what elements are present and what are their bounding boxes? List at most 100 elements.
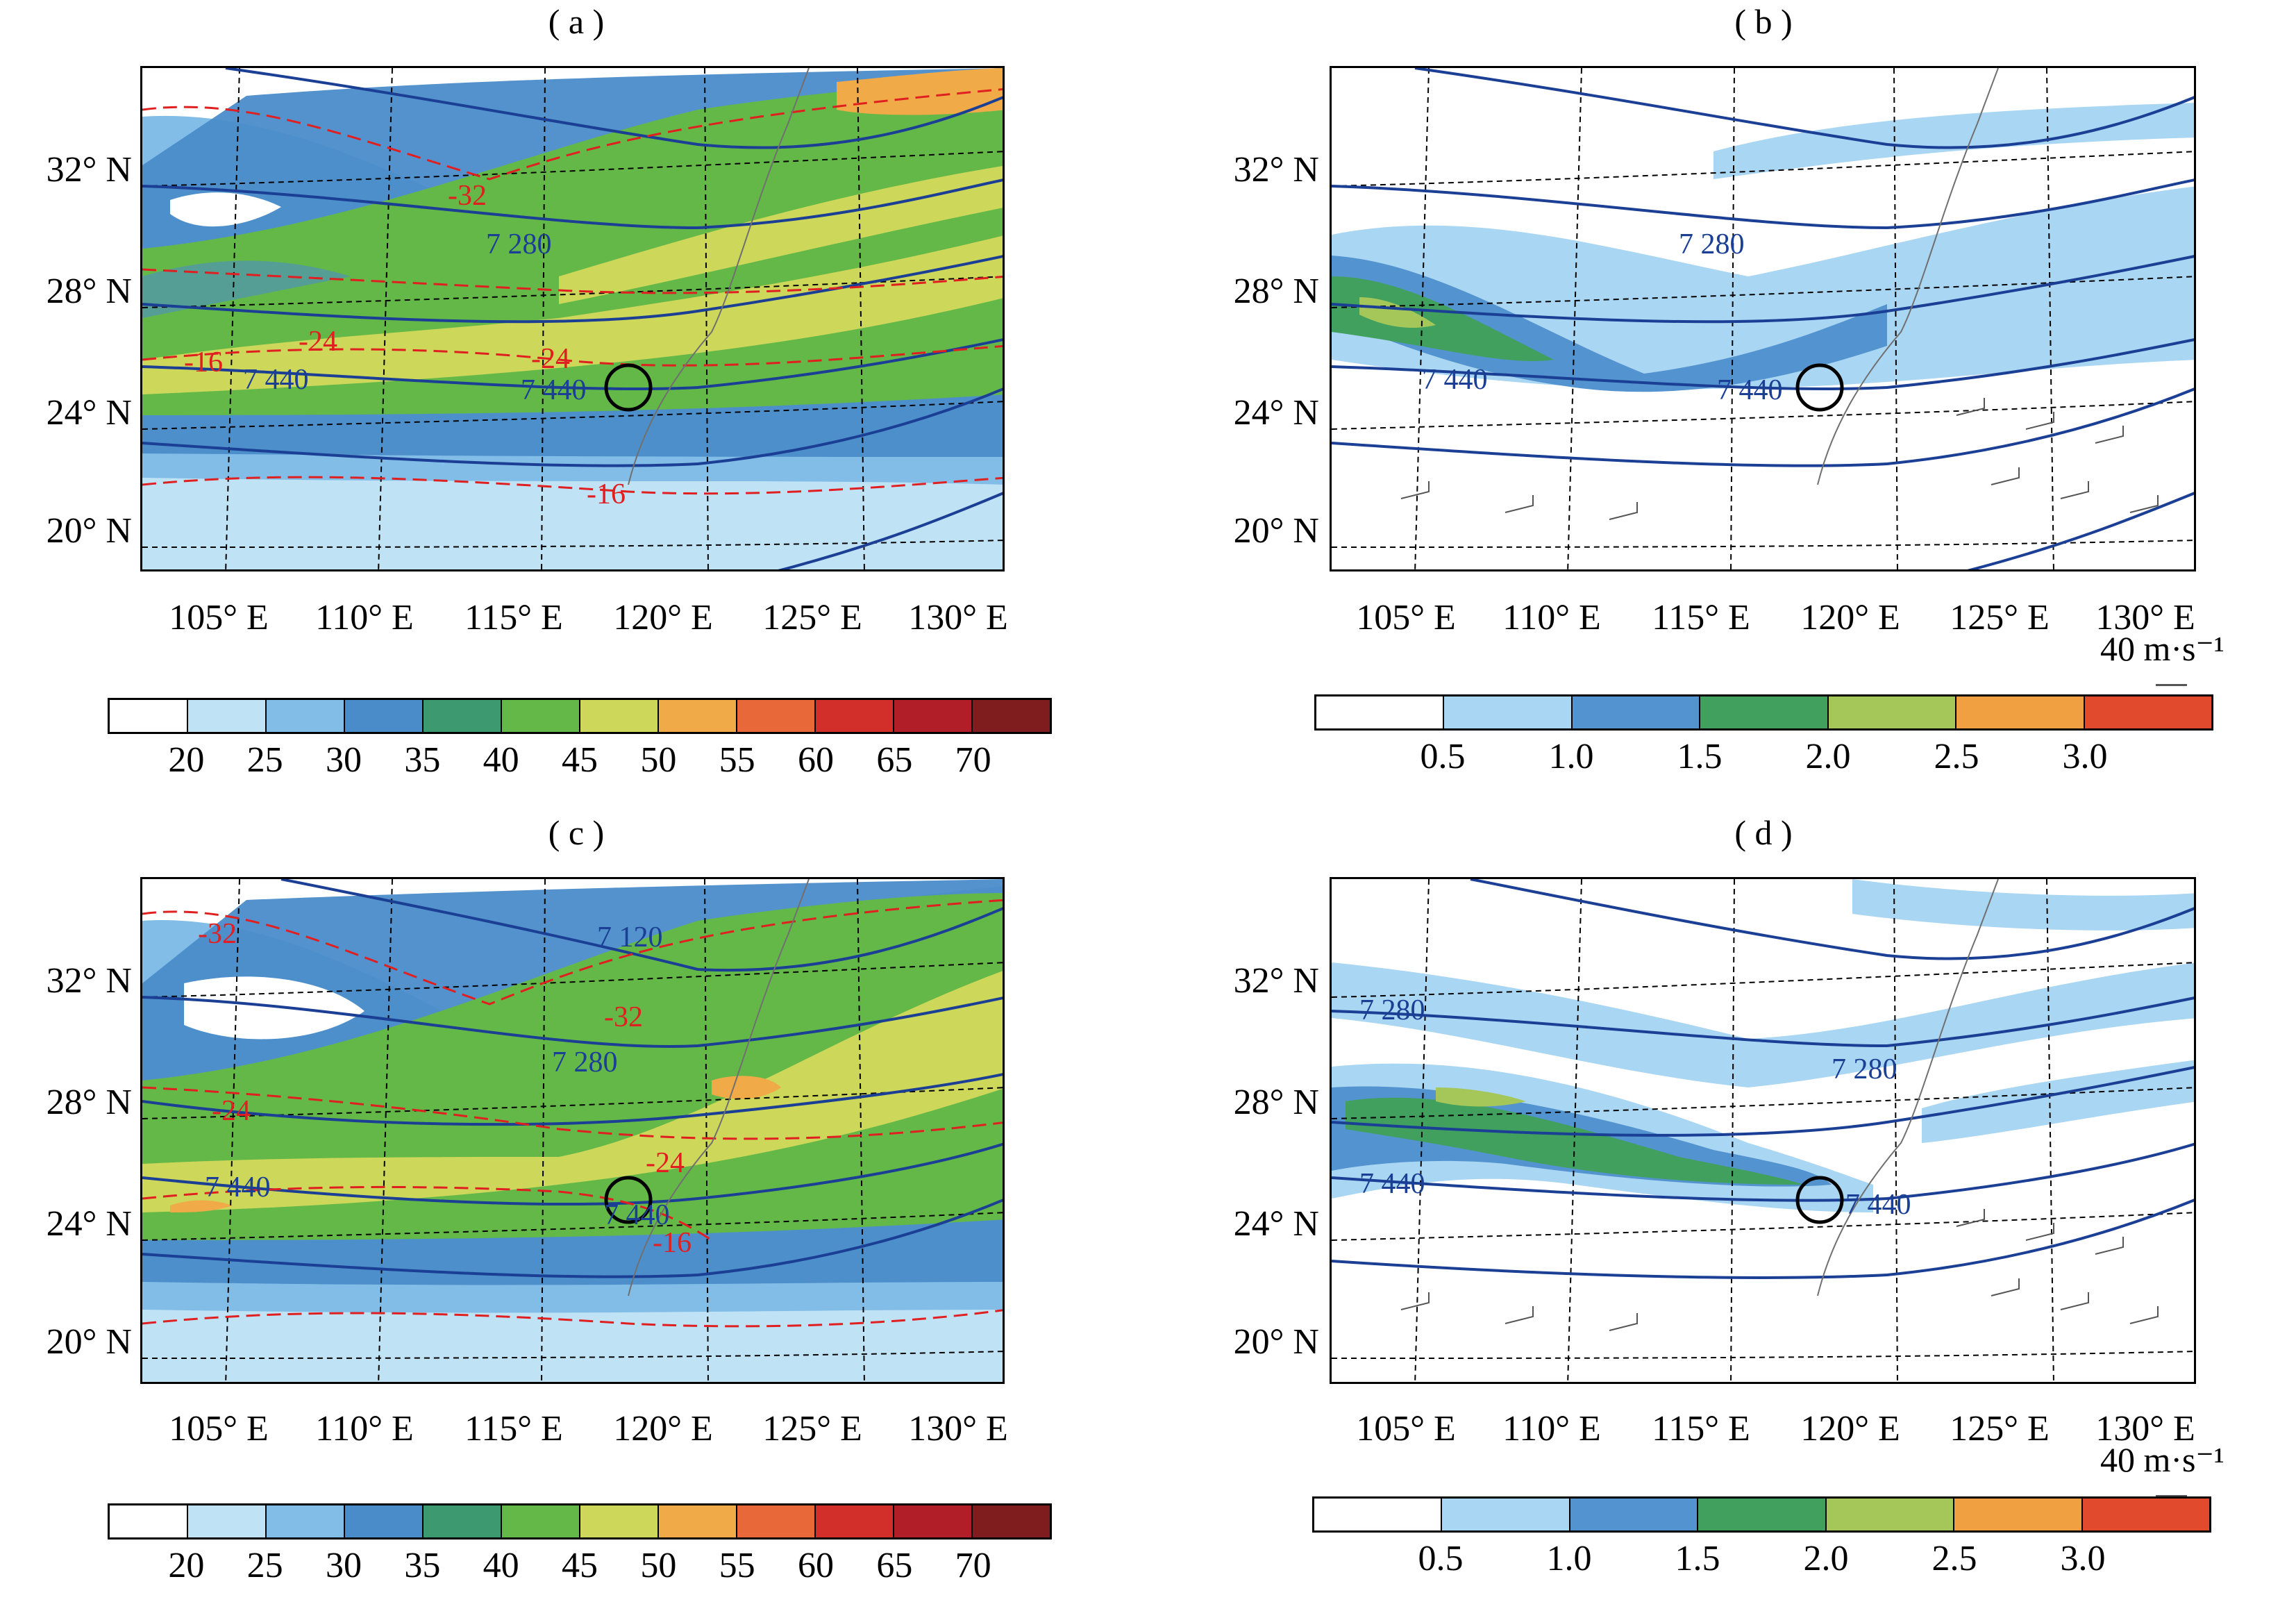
colorbar-cell — [502, 1505, 580, 1537]
lon-label-a-130: 130° E — [908, 598, 1008, 637]
lat-label-b-24: 24° N — [1233, 393, 1319, 433]
colorbar-tick-label: 20 — [168, 1546, 205, 1585]
colorbar-tick-label: 2.0 — [1805, 737, 1851, 776]
colorbar-d — [1312, 1496, 2211, 1533]
colorbar-tick-label: 45 — [562, 1546, 598, 1585]
colorbar-tick-label: 2.0 — [1803, 1539, 1849, 1578]
lon-label-a-110: 110° E — [315, 598, 414, 637]
colorbar-tick-label: 30 — [326, 740, 362, 780]
lon-label-c-110: 110° E — [315, 1409, 414, 1449]
colorbar-cell — [267, 1505, 345, 1537]
map-d-svg — [1332, 879, 2194, 1382]
ref-vector-label-d: 40 m·s⁻¹ — [2100, 1440, 2224, 1479]
lon-label-d-125: 125° E — [1950, 1409, 2050, 1449]
colorbar-cell — [1700, 696, 1829, 728]
colorbar-tick-label: 35 — [404, 740, 441, 780]
highlight-circle-c — [604, 1176, 653, 1224]
colorbar-cell — [424, 700, 502, 732]
colorbar-cell — [110, 1505, 188, 1537]
height-label-c1: 7 120 — [597, 921, 663, 953]
colorbar-cell — [659, 700, 737, 732]
colorbar-cell — [1956, 696, 2085, 728]
lat-label-a-28: 28° N — [46, 272, 132, 311]
colorbar-cell — [2082, 1499, 2209, 1530]
colorbar-cell — [580, 1505, 659, 1537]
colorbar-tick-label: 30 — [326, 1546, 362, 1585]
colorbar-tick-label: 25 — [246, 1546, 283, 1585]
lon-label-b-125: 125° E — [1950, 598, 2050, 637]
lon-label-d-120: 120° E — [1800, 1409, 1900, 1449]
map-d: 7 280 7 280 7 440 7 440 — [1330, 877, 2196, 1384]
colorbar-cell — [894, 700, 973, 732]
colorbar-cell — [737, 1505, 816, 1537]
lat-label-d-24: 24° N — [1233, 1204, 1319, 1244]
map-b-svg — [1332, 68, 2194, 569]
colorbar-tick-label: 55 — [719, 1546, 755, 1585]
colorbar-cell — [659, 1505, 737, 1537]
colorbar-tick-label: 3.0 — [2060, 1539, 2106, 1578]
highlight-circle-a — [604, 363, 653, 412]
map-a-svg — [142, 68, 1003, 569]
colorbar-cell — [267, 700, 345, 732]
lon-label-d-130: 130° E — [2095, 1409, 2195, 1449]
temp-label-a1: -32 — [448, 180, 487, 212]
colorbar-cell — [2084, 696, 2211, 728]
colorbar-tick-label: 1.5 — [1677, 737, 1723, 776]
wind-barbs-b — [1400, 398, 2159, 520]
lon-label-a-105: 105° E — [169, 598, 269, 637]
temp-label-a2: -24 — [299, 326, 337, 358]
lat-label-c-32: 32° N — [46, 961, 132, 1001]
lon-label-c-125: 125° E — [762, 1409, 862, 1449]
lon-label-d-105: 105° E — [1356, 1409, 1456, 1449]
lat-label-a-20: 20° N — [46, 511, 132, 551]
colorbar-tick-label: 60 — [798, 740, 834, 780]
ref-vector-barb-b — [2156, 677, 2187, 686]
colorbar-cell — [188, 700, 267, 732]
colorbar-c — [108, 1503, 1052, 1540]
lon-label-b-110: 110° E — [1502, 598, 1601, 637]
panel-title-a: ( a ) — [548, 2, 605, 41]
colorbar-cell — [188, 1505, 267, 1537]
height-label-d1: 7 280 — [1359, 994, 1425, 1026]
colorbar-cell — [973, 1505, 1050, 1537]
lat-label-c-28: 28° N — [46, 1083, 132, 1122]
lon-label-c-130: 130° E — [908, 1409, 1008, 1449]
colorbar-tick-label: 3.0 — [2062, 737, 2108, 776]
colorbar-cell — [1442, 1499, 1570, 1530]
height-label-c2: 7 280 — [552, 1046, 618, 1078]
colorbar-tick-label: 1.5 — [1675, 1539, 1720, 1578]
temp-label-a4: -16 — [184, 347, 223, 378]
lat-label-b-20: 20° N — [1233, 511, 1319, 551]
colorbar-cell — [1572, 696, 1701, 728]
height-label-c4: 7 440 — [604, 1199, 670, 1231]
height-label-d2: 7 280 — [1832, 1053, 1897, 1085]
colorbar-cell — [816, 700, 894, 732]
temp-label-c2: -32 — [604, 1001, 643, 1033]
lon-label-a-120: 120° E — [613, 598, 713, 637]
lat-label-d-20: 20° N — [1233, 1322, 1319, 1362]
temp-label-a5: -16 — [587, 478, 626, 510]
colorbar-cell — [1698, 1499, 1827, 1530]
temp-label-c1: -32 — [198, 918, 237, 950]
colorbar-tick-label: 65 — [876, 1546, 913, 1585]
colorbar-tick-label: 70 — [955, 1546, 991, 1585]
colorbar-cell — [1826, 1499, 1955, 1530]
colorbar-tick-label: 1.0 — [1548, 737, 1594, 776]
colorbar-cell — [110, 700, 188, 732]
temp-label-c5: -16 — [653, 1227, 692, 1259]
colorbar-tick-label: 55 — [719, 740, 755, 780]
panel-title-c: ( c ) — [548, 813, 605, 852]
lon-label-c-120: 120° E — [613, 1409, 713, 1449]
colorbar-tick-label: 0.5 — [1420, 737, 1466, 776]
lat-label-c-20: 20° N — [46, 1322, 132, 1362]
colorbar-cell — [1316, 696, 1445, 728]
lat-label-a-32: 32° N — [46, 150, 132, 190]
height-label-d3: 7 440 — [1359, 1168, 1425, 1200]
wind-barbs-d — [1400, 1209, 2159, 1331]
colorbar-cell — [1444, 696, 1573, 728]
height-label-b1: 7 280 — [1679, 228, 1745, 260]
colorbar-b — [1314, 694, 2213, 731]
map-c: 7 120 7 280 7 440 7 440 -32 -32 -24 -24 … — [140, 877, 1005, 1384]
colorbar-tick-label: 2.5 — [1934, 737, 1979, 776]
lon-label-a-115: 115° E — [464, 598, 563, 637]
